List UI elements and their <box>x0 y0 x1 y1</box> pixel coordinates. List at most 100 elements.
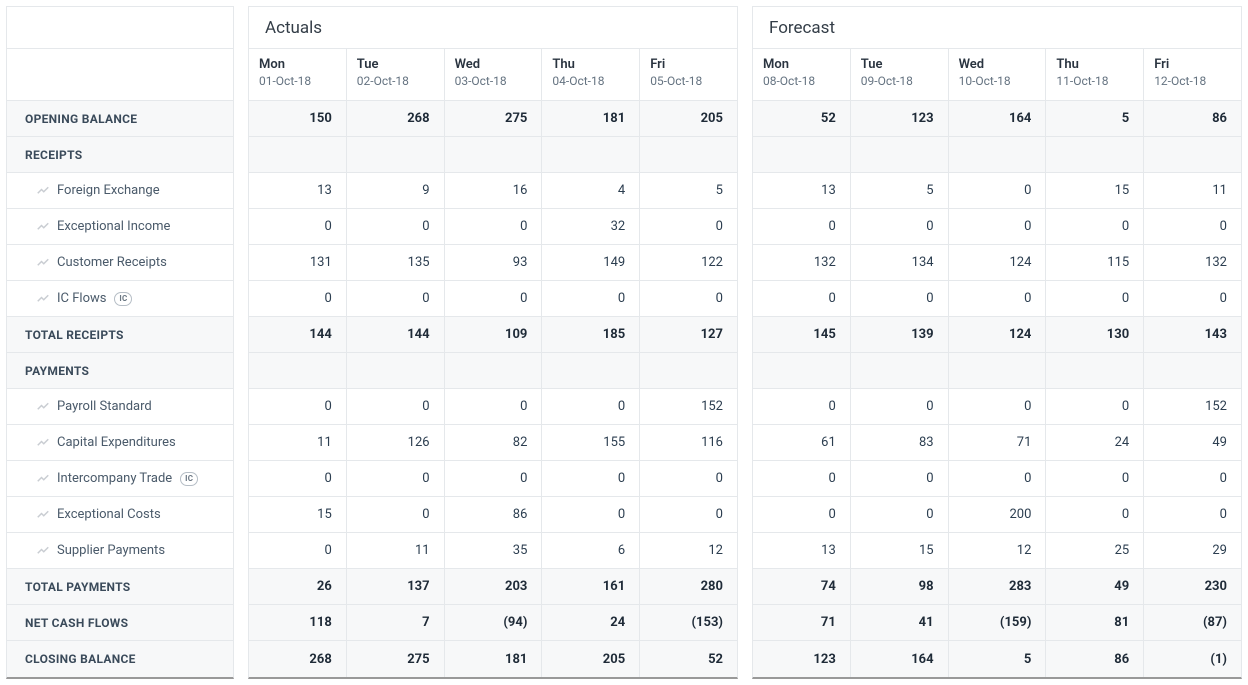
value-cell[interactable]: 0 <box>851 281 949 316</box>
value-cell[interactable]: 115 <box>1046 245 1144 280</box>
value-cell[interactable]: 0 <box>1144 281 1241 316</box>
row-label-cell[interactable]: Exceptional Income <box>7 219 233 234</box>
row-label-cell[interactable]: IC FlowsIC <box>7 291 233 306</box>
value-cell[interactable]: 0 <box>949 461 1047 496</box>
value-cell[interactable]: 6 <box>542 533 640 568</box>
value-cell[interactable]: 11 <box>249 425 347 460</box>
value-cell[interactable]: 0 <box>249 389 347 424</box>
value-cell[interactable]: 5 <box>851 173 949 208</box>
value-cell[interactable]: 86 <box>445 497 543 532</box>
value-cell[interactable]: 49 <box>1144 425 1241 460</box>
day-header[interactable]: Thu11-Oct-18 <box>1046 49 1144 101</box>
value-cell[interactable]: 0 <box>542 497 640 532</box>
value-cell[interactable]: 0 <box>1144 497 1241 532</box>
value-cell[interactable]: 200 <box>949 497 1047 532</box>
value-cell[interactable]: 0 <box>347 461 445 496</box>
value-cell[interactable]: 0 <box>949 173 1047 208</box>
value-cell[interactable]: 155 <box>542 425 640 460</box>
value-cell[interactable]: 0 <box>753 281 851 316</box>
value-cell[interactable]: 0 <box>445 461 543 496</box>
value-cell[interactable]: 0 <box>640 209 737 244</box>
value-cell[interactable]: 0 <box>1046 461 1144 496</box>
value-cell[interactable]: 0 <box>1046 209 1144 244</box>
day-header[interactable]: Mon01-Oct-18 <box>249 49 347 101</box>
value-cell[interactable]: 93 <box>445 245 543 280</box>
value-cell[interactable]: 9 <box>347 173 445 208</box>
value-cell[interactable]: 11 <box>347 533 445 568</box>
value-cell[interactable]: 0 <box>949 281 1047 316</box>
value-cell[interactable]: 0 <box>851 389 949 424</box>
value-cell[interactable]: 13 <box>753 533 851 568</box>
value-cell[interactable]: 0 <box>949 389 1047 424</box>
value-cell[interactable]: 25 <box>1046 533 1144 568</box>
value-cell[interactable]: 132 <box>1144 245 1241 280</box>
value-cell[interactable]: 0 <box>640 461 737 496</box>
value-cell[interactable]: 0 <box>851 497 949 532</box>
value-cell[interactable]: 152 <box>1144 389 1241 424</box>
row-label-cell[interactable]: Exceptional Costs <box>7 507 233 522</box>
value-cell[interactable]: 0 <box>249 281 347 316</box>
value-cell[interactable]: 134 <box>851 245 949 280</box>
value-cell[interactable]: 0 <box>1046 281 1144 316</box>
value-cell[interactable]: 0 <box>249 461 347 496</box>
value-cell[interactable]: 4 <box>542 173 640 208</box>
value-cell[interactable]: 0 <box>640 281 737 316</box>
value-cell[interactable]: 131 <box>249 245 347 280</box>
value-cell[interactable]: 132 <box>753 245 851 280</box>
value-cell[interactable]: 13 <box>753 173 851 208</box>
value-cell[interactable]: 0 <box>753 497 851 532</box>
value-cell[interactable]: 0 <box>949 209 1047 244</box>
value-cell[interactable]: 15 <box>1046 173 1144 208</box>
value-cell[interactable]: 24 <box>1046 425 1144 460</box>
value-cell[interactable]: 0 <box>347 389 445 424</box>
value-cell[interactable]: 0 <box>753 461 851 496</box>
value-cell[interactable]: 0 <box>753 209 851 244</box>
value-cell[interactable]: 16 <box>445 173 543 208</box>
row-label-cell[interactable]: Capital Expenditures <box>7 435 233 450</box>
value-cell[interactable]: 126 <box>347 425 445 460</box>
day-header[interactable]: Thu04-Oct-18 <box>542 49 640 101</box>
value-cell[interactable]: 0 <box>851 209 949 244</box>
value-cell[interactable]: 0 <box>851 461 949 496</box>
value-cell[interactable]: 0 <box>542 461 640 496</box>
day-header[interactable]: Mon08-Oct-18 <box>753 49 851 101</box>
value-cell[interactable]: 0 <box>542 389 640 424</box>
value-cell[interactable]: 0 <box>753 389 851 424</box>
value-cell[interactable]: 0 <box>347 281 445 316</box>
value-cell[interactable]: 124 <box>949 245 1047 280</box>
day-header[interactable]: Tue02-Oct-18 <box>347 49 445 101</box>
day-header[interactable]: Fri12-Oct-18 <box>1144 49 1241 101</box>
value-cell[interactable]: 0 <box>249 209 347 244</box>
value-cell[interactable]: 32 <box>542 209 640 244</box>
value-cell[interactable]: 0 <box>1046 497 1144 532</box>
value-cell[interactable]: 122 <box>640 245 737 280</box>
value-cell[interactable]: 0 <box>445 281 543 316</box>
value-cell[interactable]: 0 <box>542 281 640 316</box>
value-cell[interactable]: 12 <box>640 533 737 568</box>
row-label-cell[interactable]: Foreign Exchange <box>7 183 233 198</box>
value-cell[interactable]: 0 <box>249 533 347 568</box>
row-label-cell[interactable]: Payroll Standard <box>7 399 233 414</box>
value-cell[interactable]: 135 <box>347 245 445 280</box>
value-cell[interactable]: 0 <box>640 497 737 532</box>
value-cell[interactable]: 152 <box>640 389 737 424</box>
value-cell[interactable]: 116 <box>640 425 737 460</box>
value-cell[interactable]: 71 <box>949 425 1047 460</box>
value-cell[interactable]: 0 <box>445 389 543 424</box>
row-label-cell[interactable]: Customer Receipts <box>7 255 233 270</box>
value-cell[interactable]: 11 <box>1144 173 1241 208</box>
value-cell[interactable]: 0 <box>1144 461 1241 496</box>
row-label-cell[interactable]: Supplier Payments <box>7 543 233 558</box>
day-header[interactable]: Wed03-Oct-18 <box>445 49 543 101</box>
value-cell[interactable]: 12 <box>949 533 1047 568</box>
day-header[interactable]: Wed10-Oct-18 <box>949 49 1047 101</box>
value-cell[interactable]: 0 <box>1144 209 1241 244</box>
value-cell[interactable]: 61 <box>753 425 851 460</box>
row-label-cell[interactable]: Intercompany TradeIC <box>7 471 233 486</box>
value-cell[interactable]: 13 <box>249 173 347 208</box>
day-header[interactable]: Fri05-Oct-18 <box>640 49 737 101</box>
value-cell[interactable]: 0 <box>1046 389 1144 424</box>
value-cell[interactable]: 149 <box>542 245 640 280</box>
value-cell[interactable]: 83 <box>851 425 949 460</box>
day-header[interactable]: Tue09-Oct-18 <box>851 49 949 101</box>
